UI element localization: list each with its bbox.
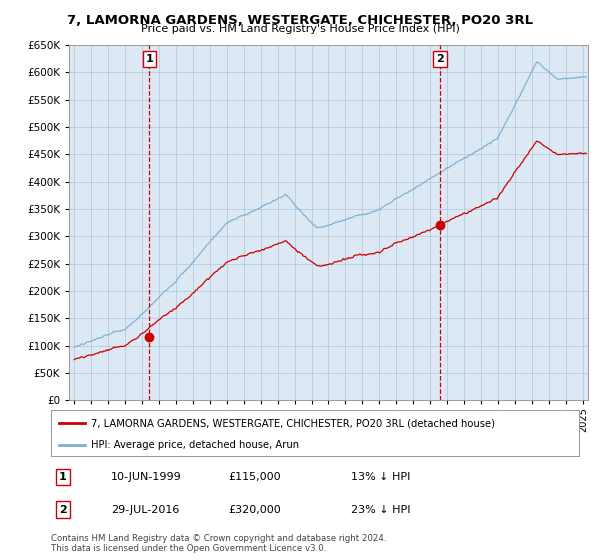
Text: 13% ↓ HPI: 13% ↓ HPI <box>351 472 410 482</box>
Text: 1: 1 <box>59 472 67 482</box>
Text: 7, LAMORNA GARDENS, WESTERGATE, CHICHESTER, PO20 3RL: 7, LAMORNA GARDENS, WESTERGATE, CHICHEST… <box>67 14 533 27</box>
Text: Contains HM Land Registry data © Crown copyright and database right 2024.
This d: Contains HM Land Registry data © Crown c… <box>51 534 386 553</box>
Text: 1: 1 <box>146 54 153 64</box>
Text: 29-JUL-2016: 29-JUL-2016 <box>111 505 179 515</box>
Text: 7, LAMORNA GARDENS, WESTERGATE, CHICHESTER, PO20 3RL (detached house): 7, LAMORNA GARDENS, WESTERGATE, CHICHEST… <box>91 418 494 428</box>
Text: 23% ↓ HPI: 23% ↓ HPI <box>351 505 410 515</box>
Text: Price paid vs. HM Land Registry's House Price Index (HPI): Price paid vs. HM Land Registry's House … <box>140 24 460 34</box>
Point <box>145 333 154 342</box>
Text: £320,000: £320,000 <box>228 505 281 515</box>
Point <box>436 221 445 230</box>
Text: 10-JUN-1999: 10-JUN-1999 <box>111 472 182 482</box>
Text: 2: 2 <box>436 54 444 64</box>
Text: 2: 2 <box>59 505 67 515</box>
Text: £115,000: £115,000 <box>228 472 281 482</box>
Text: HPI: Average price, detached house, Arun: HPI: Average price, detached house, Arun <box>91 440 299 450</box>
